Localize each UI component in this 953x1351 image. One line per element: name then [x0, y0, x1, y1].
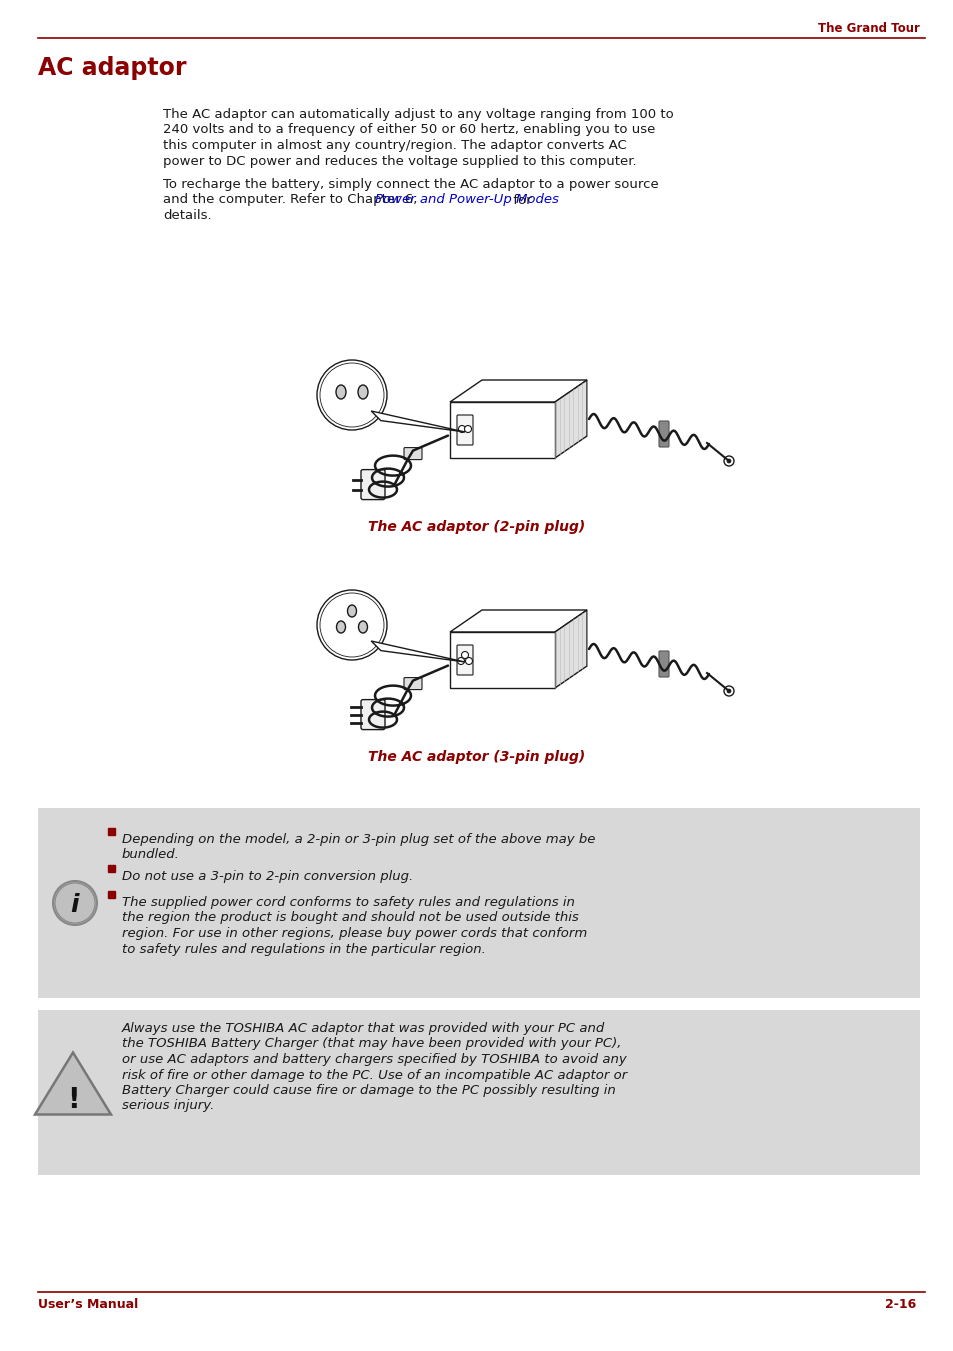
Polygon shape [555, 380, 586, 458]
FancyBboxPatch shape [659, 651, 668, 677]
Ellipse shape [358, 621, 367, 634]
Text: AC adaptor: AC adaptor [38, 55, 186, 80]
Text: The AC adaptor can automatically adjust to any voltage ranging from 100 to: The AC adaptor can automatically adjust … [163, 108, 673, 122]
Ellipse shape [336, 621, 345, 634]
Text: To recharge the battery, simply connect the AC adaptor to a power source: To recharge the battery, simply connect … [163, 178, 659, 190]
FancyBboxPatch shape [403, 447, 421, 459]
FancyBboxPatch shape [403, 678, 421, 689]
Ellipse shape [347, 605, 356, 617]
Circle shape [53, 881, 97, 925]
Text: Do not use a 3-pin to 2-pin conversion plug.: Do not use a 3-pin to 2-pin conversion p… [122, 870, 413, 884]
Text: The Grand Tour: The Grand Tour [818, 22, 919, 35]
Circle shape [723, 457, 733, 466]
Text: the region the product is bought and should not be used outside this: the region the product is bought and sho… [122, 912, 578, 924]
FancyBboxPatch shape [38, 808, 919, 998]
Text: region. For use in other regions, please buy power cords that conform: region. For use in other regions, please… [122, 927, 587, 940]
FancyBboxPatch shape [360, 470, 385, 500]
Text: The supplied power cord conforms to safety rules and regulations in: The supplied power cord conforms to safe… [122, 896, 575, 909]
FancyBboxPatch shape [450, 632, 555, 688]
Ellipse shape [335, 385, 346, 399]
Text: Power and Power-Up Modes: Power and Power-Up Modes [375, 193, 558, 207]
Circle shape [723, 686, 733, 696]
Text: this computer in almost any country/region. The adaptor converts AC: this computer in almost any country/regi… [163, 139, 626, 153]
Circle shape [461, 651, 468, 658]
Text: Always use the TOSHIBA AC adaptor that was provided with your PC and: Always use the TOSHIBA AC adaptor that w… [122, 1021, 604, 1035]
FancyBboxPatch shape [450, 403, 555, 458]
Text: details.: details. [163, 209, 212, 222]
Text: for: for [509, 193, 531, 207]
Circle shape [465, 658, 472, 665]
Polygon shape [371, 411, 464, 432]
Polygon shape [371, 640, 464, 662]
FancyBboxPatch shape [456, 644, 473, 676]
Text: and the computer. Refer to Chapter 6,: and the computer. Refer to Chapter 6, [163, 193, 421, 207]
Text: or use AC adaptors and battery chargers specified by TOSHIBA to avoid any: or use AC adaptors and battery chargers … [122, 1052, 626, 1066]
Circle shape [458, 426, 465, 432]
Text: the TOSHIBA Battery Charger (that may have been provided with your PC),: the TOSHIBA Battery Charger (that may ha… [122, 1038, 620, 1051]
FancyBboxPatch shape [108, 890, 115, 897]
Text: 240 volts and to a frequency of either 50 or 60 hertz, enabling you to use: 240 volts and to a frequency of either 5… [163, 123, 655, 136]
Text: The AC adaptor (2-pin plug): The AC adaptor (2-pin plug) [368, 520, 585, 534]
Circle shape [319, 593, 384, 657]
Circle shape [726, 459, 730, 463]
FancyBboxPatch shape [108, 828, 115, 835]
Text: bundled.: bundled. [122, 848, 180, 862]
Text: to safety rules and regulations in the particular region.: to safety rules and regulations in the p… [122, 943, 485, 955]
Text: Battery Charger could cause fire or damage to the PC possibly resulting in: Battery Charger could cause fire or dama… [122, 1084, 615, 1097]
Ellipse shape [357, 385, 368, 399]
Circle shape [457, 658, 464, 665]
FancyBboxPatch shape [456, 415, 473, 444]
Text: 2-16: 2-16 [883, 1298, 915, 1310]
Text: risk of fire or other damage to the PC. Use of an incompatible AC adaptor or: risk of fire or other damage to the PC. … [122, 1069, 626, 1082]
Text: The AC adaptor (3-pin plug): The AC adaptor (3-pin plug) [368, 750, 585, 765]
Polygon shape [555, 611, 586, 688]
Circle shape [316, 359, 387, 430]
FancyBboxPatch shape [108, 865, 115, 871]
Text: Depending on the model, a 2-pin or 3-pin plug set of the above may be: Depending on the model, a 2-pin or 3-pin… [122, 834, 595, 846]
Text: !: ! [67, 1086, 79, 1115]
Circle shape [319, 363, 384, 427]
Circle shape [464, 426, 471, 432]
Text: i: i [71, 893, 79, 917]
Circle shape [726, 689, 730, 693]
Text: User’s Manual: User’s Manual [38, 1298, 138, 1310]
FancyBboxPatch shape [38, 1011, 919, 1175]
Text: serious injury.: serious injury. [122, 1100, 214, 1112]
FancyBboxPatch shape [659, 422, 668, 447]
Polygon shape [35, 1052, 111, 1115]
Circle shape [316, 590, 387, 661]
Circle shape [55, 884, 95, 923]
Polygon shape [450, 380, 586, 403]
Polygon shape [450, 611, 586, 632]
Text: power to DC power and reduces the voltage supplied to this computer.: power to DC power and reduces the voltag… [163, 154, 636, 168]
FancyBboxPatch shape [360, 700, 385, 730]
